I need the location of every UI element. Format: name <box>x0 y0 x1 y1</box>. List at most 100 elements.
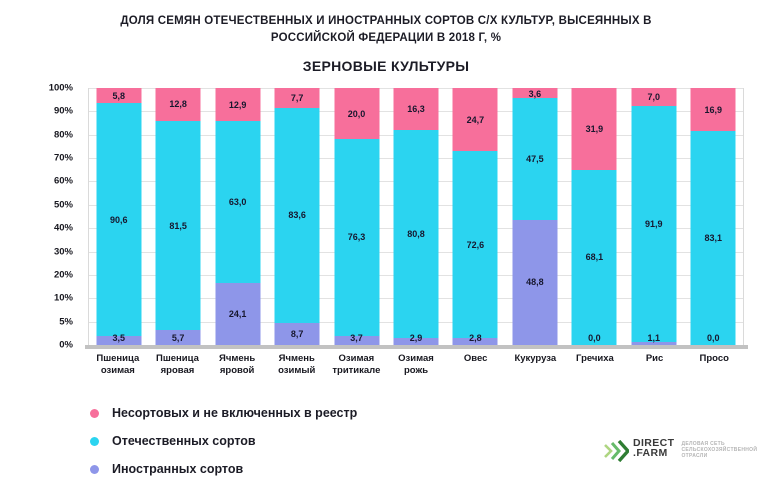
brand-logo: DIRECT .FARM ДЕЛОВАЯ СЕТЬ СЕЛЬСКОХОЗЯЙСТ… <box>603 438 769 462</box>
bar-slot: 8,7 83,6 7,7 <box>267 88 326 345</box>
stacked-bar: 48,8 47,5 3,6 <box>512 88 558 345</box>
bar-segment: 20,0 <box>334 88 380 140</box>
bar-segment: 31,9 <box>571 88 617 170</box>
y-tick-label: 5% <box>59 316 73 328</box>
stacked-bar: 0,0 83,1 16,9 <box>690 88 736 345</box>
bar-segment: 83,6 <box>274 107 320 323</box>
bar-value-label: 90,6 <box>109 214 128 225</box>
stacked-bar: 24,1 63,0 12,9 <box>215 88 261 345</box>
legend-dot-icon <box>90 464 99 474</box>
page-title-line2: РОССИЙСКОЙ ФЕДЕРАЦИИ В 2018 Г, % <box>270 32 502 44</box>
bar-segment <box>631 342 677 345</box>
bar-value-label: 16,3 <box>407 103 425 114</box>
x-category-label: Рис <box>645 353 664 364</box>
logo-brand-text: DIRECT .FARM <box>633 437 675 459</box>
bar-value-label: 48,8 <box>526 277 544 288</box>
y-tick-label: 30% <box>53 246 73 258</box>
chart-subtitle: ЗЕРНОВЫЕ КУЛЬТУРЫ <box>302 58 470 74</box>
x-category-label: Озимая тритикале <box>332 353 381 376</box>
bar-segment <box>96 336 142 345</box>
logo-brand-line1: DIRECT <box>633 437 675 449</box>
legend-item: Отечественных сортов <box>90 427 357 455</box>
x-category-label: Кукуруза <box>514 353 557 364</box>
stacked-bar: 8,7 83,6 7,7 <box>274 88 320 345</box>
y-tick-label: 50% <box>53 199 73 211</box>
x-axis-category-labels: Пшеница озимая Пшеница яровая Ячмень ярово… <box>88 353 744 377</box>
bar-segment: 76,3 <box>334 139 380 336</box>
y-tick-label: 100% <box>48 82 73 94</box>
bar-value-label: 16,9 <box>704 104 723 115</box>
bar-value-label: 80,8 <box>407 228 425 239</box>
bar-slot: 1,1 91,9 7,0 <box>624 88 683 345</box>
x-category-label: Пшеница озимая <box>96 353 140 376</box>
bar-value-label: 24,7 <box>466 114 485 125</box>
bar-value-label: 1,1 <box>647 333 661 343</box>
bar-segment: 24,7 <box>452 87 498 152</box>
bar-segment: 7,0 <box>631 88 677 107</box>
bar-value-label: 7,0 <box>647 92 661 103</box>
bar-segment: 83,1 <box>690 131 736 345</box>
bar-value-label: 8,7 <box>290 328 304 339</box>
stacked-bar: 5,7 81,5 12,8 <box>155 88 201 345</box>
legend-label: Отечественных сортов <box>112 434 256 448</box>
legend-item: Несортовых и не включенных в реестр <box>90 399 357 427</box>
logo-chevrons-icon <box>604 440 629 462</box>
x-category-label: Пшеница яровая <box>156 353 199 376</box>
bar-value-label: 3,6 <box>528 89 542 100</box>
bar-segment <box>393 337 439 345</box>
bar-value-label: 0,0 <box>588 333 601 343</box>
bar-segment: 91,9 <box>631 106 677 343</box>
bar-segment: 8,7 <box>274 322 320 345</box>
bar-segment: 5,8 <box>96 88 142 104</box>
x-category-label: Гречиха <box>576 353 614 364</box>
bar-segment: 68,1 <box>571 169 617 345</box>
bar-slot: 5,7 81,5 12,8 <box>148 88 207 345</box>
y-tick-label: 20% <box>53 269 73 281</box>
bar-slot: 0,0 83,1 16,9 <box>684 88 743 345</box>
stacked-bar: 2,8 72,6 24,7 <box>452 87 498 345</box>
bar-value-label: 3,5 <box>112 333 125 343</box>
bar-slot: 0,0 68,1 31,9 <box>565 88 624 345</box>
bar-value-label: 12,9 <box>228 99 247 110</box>
page-title-line1: ДОЛЯ СЕМЯН ОТЕЧЕСТВЕННЫХ И ИНОСТРАННЫХ С… <box>120 15 652 27</box>
bar-segment: 24,1 <box>215 283 261 345</box>
bar-slot: 24,1 63,0 12,9 <box>208 88 267 345</box>
bar-segment <box>452 337 498 345</box>
bar-value-label: 91,9 <box>645 219 663 230</box>
bar-value-label: 24,1 <box>228 309 247 320</box>
stacked-bar: 1,1 91,9 7,0 <box>631 88 677 345</box>
page-title: ДОЛЯ СЕМЯН ОТЕЧЕСТВЕННЫХ И ИНОСТРАННЫХ С… <box>66 13 706 47</box>
legend: Несортовых и не включенных в реестр Отече… <box>90 399 357 483</box>
bar-segment: 16,3 <box>393 88 439 130</box>
x-category-label: Ячмень яровой <box>218 353 256 376</box>
bar-segment: 63,0 <box>215 121 261 284</box>
bar-segment: 47,5 <box>512 97 558 220</box>
y-axis-tick-labels: 100% 90% 80% 70% 60% 50% 40% 30% 20% 10% 5% 0% <box>0 83 73 351</box>
stacked-bar: 2,9 80,8 16,3 <box>393 88 439 345</box>
y-tick-label: 60% <box>53 175 73 187</box>
bar-value-label: 83,6 <box>288 210 306 221</box>
bar-value-label: 12,8 <box>169 99 187 110</box>
bar-value-label: 2,9 <box>409 333 423 343</box>
bar-value-label: 72,6 <box>466 239 485 250</box>
bar-segment: 80,8 <box>393 129 439 338</box>
x-axis-line <box>85 345 748 349</box>
x-category-label: Ячмень озимый <box>278 353 316 376</box>
y-tick-label: 40% <box>53 222 73 234</box>
bar-value-label: 3,7 <box>350 333 363 343</box>
bar-value-label: 83,1 <box>704 233 723 244</box>
bar-segment: 12,8 <box>155 88 201 121</box>
bar-value-label: 0,0 <box>706 333 720 343</box>
legend-dot-icon <box>90 436 99 446</box>
bar-value-label: 7,7 <box>290 92 304 103</box>
x-category-label: Просо <box>699 353 729 364</box>
y-tick-label: 90% <box>53 105 73 117</box>
bar-segment: 48,8 <box>512 219 558 345</box>
legend-item: Иностранных сортов <box>90 455 357 483</box>
bar-value-label: 5,8 <box>112 90 125 101</box>
bar-value-label: 81,5 <box>169 220 187 231</box>
legend-dot-icon <box>90 408 99 418</box>
stacked-bar: 3,7 76,3 20,0 <box>334 88 380 345</box>
bar-value-label: 68,1 <box>585 252 604 263</box>
bar-value-label: 2,8 <box>469 333 482 343</box>
